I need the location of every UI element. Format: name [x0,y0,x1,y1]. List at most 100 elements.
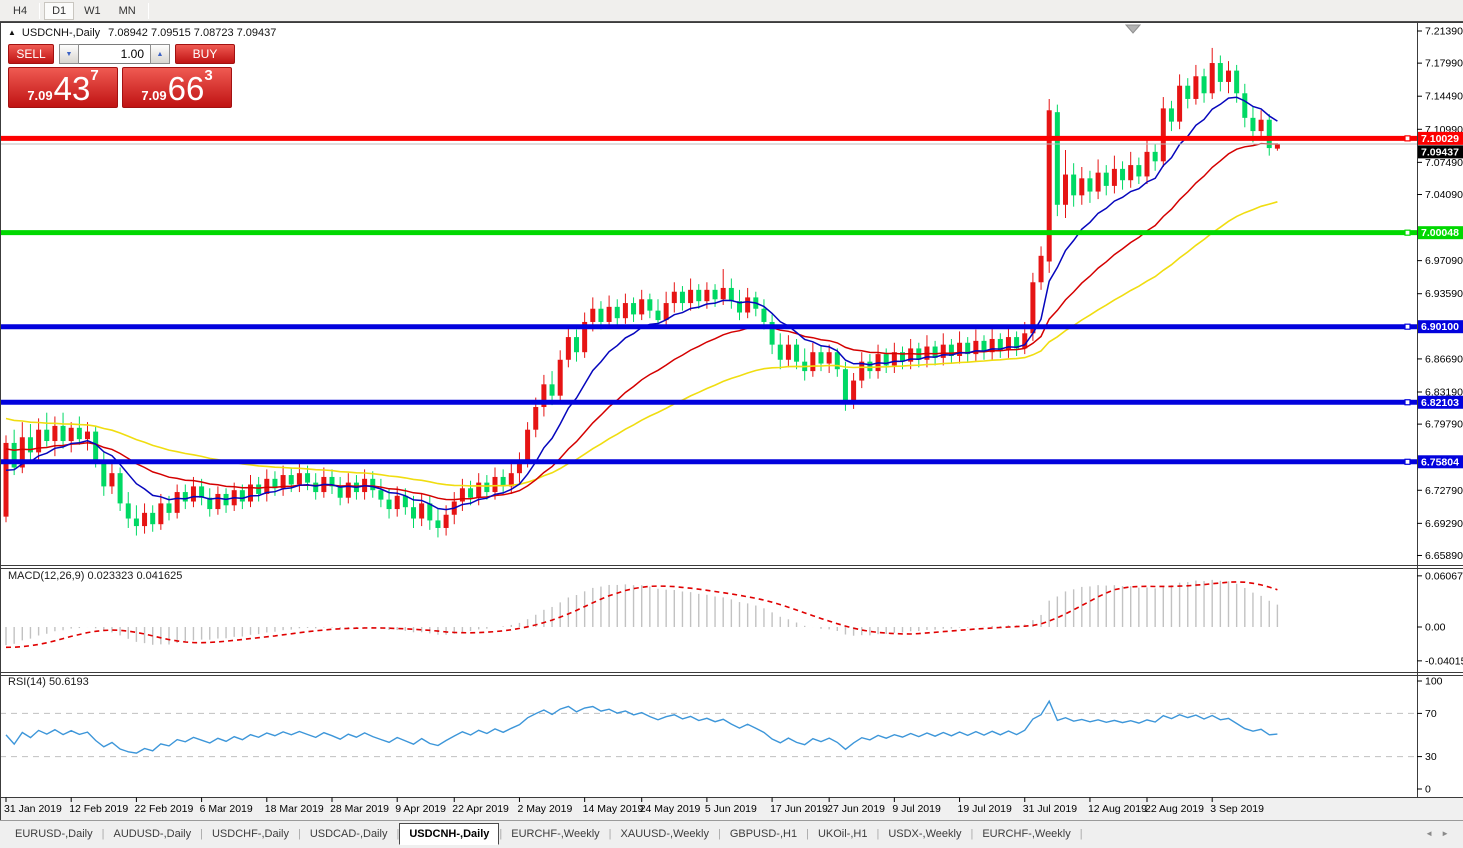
time-tick-label: 6 Mar 2019 [200,803,253,815]
price-badge-label: 7.09437 [1421,146,1459,158]
chart-tab-USDCNH-Daily[interactable]: USDCNH-,Daily [399,822,500,845]
rsi-line [5,699,1278,754]
price-tick-label: 7.14490 [1425,91,1463,103]
macd-tick-label: 0.060674 [1425,570,1463,582]
tab-separator: | [970,827,974,840]
price-badge [1418,455,1463,469]
collapse-arrow-icon[interactable]: ▲ [8,28,16,37]
price-tick-label: 7.21390 [1425,26,1463,38]
price-tick-label: 6.83190 [1425,386,1463,398]
buy-price-sup: 3 [204,67,213,84]
candles-layer [3,47,1280,538]
tab-separator: | [717,827,721,840]
timeframe-button-MN[interactable]: MN [118,4,136,17]
chart-symbol-label: USDCNH-,Daily [21,27,101,39]
price-tick-label: 6.86690 [1425,353,1463,365]
chart-title: ▲ USDCNH-,Daily 7.08942 7.09515 7.08723 7.… [8,27,276,39]
timeframe-toolbar: H4 D1 W1 MN [0,0,1463,22]
volume-decrease-icon[interactable]: ▼ [59,44,79,64]
buy-price-prefix: 7.09 [141,88,167,103]
rsi-value: 50.6193 [48,676,89,688]
price-badge [1418,395,1463,409]
time-tick-label: 14 May 2019 [583,803,644,815]
price-tick-label: 6.93590 [1425,288,1463,300]
volume-increase-icon[interactable]: ▲ [150,44,170,64]
tab-separator: | [1079,827,1083,840]
buy-button[interactable]: BUY [175,44,235,64]
line-handle[interactable] [1404,399,1411,406]
price-badge [1418,145,1463,159]
tab-separator: | [806,827,809,840]
chart-tab-EURCHF-Weekly[interactable]: EURCHF-,Weekly [982,827,1071,840]
tab-separator: | [608,827,612,840]
price-badge-label: 7.10029 [1421,133,1459,145]
buy-price-big: 66 [167,70,205,107]
macd-layer [5,579,1279,649]
chart-canvas[interactable]: 7.213907.179907.144907.109907.074907.040… [0,22,1463,820]
macd-tick-label: -0.040152 [1425,655,1463,667]
chart-tab-bar: EURUSD-,Daily | AUDUSD-,Daily | USDCHF-,Dail… [0,820,1463,848]
macd-indicator-label: MACD(12,26,9) 0.023323 0.041625 [8,570,182,582]
chart-tab-EURUSD-Daily[interactable]: EURUSD-,Daily [15,827,93,840]
volume-input[interactable] [79,44,150,64]
price-badge-label: 7.00048 [1421,227,1459,239]
price-tick-label: 7.04090 [1425,189,1463,201]
sell-button[interactable]: SELL [8,44,54,64]
time-tick-label: 27 Jun 2019 [827,803,885,815]
tab-separator: | [499,827,503,840]
tab-scroll-left-icon[interactable]: ◄ [1425,829,1434,838]
time-tick-label: 5 Jun 2019 [705,803,757,815]
chart-tab-USDCHF-Daily[interactable]: USDCHF-,Daily [211,827,289,840]
macd-name: MACD(12,26,9) [8,570,85,582]
line-handle[interactable] [1404,323,1411,330]
timeframe-button-H4[interactable]: H4 [13,4,28,17]
time-tick-label: 12 Aug 2019 [1088,803,1147,815]
macd-main-value: 0.023323 [87,570,134,582]
tab-separator: | [297,827,301,840]
time-tick-label: 22 Feb 2019 [134,803,193,815]
price-badge [1418,226,1463,240]
price-badge-label: 6.90100 [1421,321,1459,333]
time-tick-label: 9 Apr 2019 [395,803,446,815]
tab-separator: | [200,827,203,840]
price-tick-label: 6.79790 [1425,419,1463,431]
timeframe-button-W1[interactable]: W1 [84,4,101,17]
chart-tab-GBPUSD-H1[interactable]: GBPUSD-,H1 [729,827,798,840]
time-tick-label: 9 Jul 2019 [892,803,941,815]
sell-price-big: 43 [53,70,91,107]
chart-tab-XAUUSD-Weekly[interactable]: XAUUSD-,Weekly [620,827,709,840]
chevron-down-icon: ▼ [65,50,73,58]
line-handle[interactable] [1404,135,1411,142]
sell-price-sup: 7 [90,67,99,84]
chart-tab-EURCHF-Weekly[interactable]: EURCHF-,Weekly [511,827,600,840]
timeframe-button-D1[interactable]: D1 [44,1,75,20]
rsi-tick-label: 30 [1425,751,1437,763]
buy-price-button[interactable]: 7.09 66 3 [122,67,232,108]
price-tick-label: 6.69290 [1425,518,1463,530]
tab-scroll-right-icon[interactable]: ► [1441,829,1449,838]
price-badge-label: 6.75804 [1421,456,1459,468]
price-badge [1418,131,1463,145]
chart-shift-marker-icon[interactable] [1124,24,1142,34]
time-tick-label: 22 Apr 2019 [452,803,509,815]
time-tick-label: 22 Aug 2019 [1145,803,1204,815]
line-handle[interactable] [1404,458,1411,465]
chart-tab-AUDUSD-Daily[interactable]: AUDUSD-,Daily [113,827,192,840]
sell-price-button[interactable]: 7.09 43 7 [8,67,118,108]
chart-tab-USDCAD-Daily[interactable]: USDCAD-,Daily [309,827,388,840]
chart-tab-UKOil-H1[interactable]: UKOil-,H1 [817,827,868,840]
toolbar-separator [147,2,149,19]
price-badge [1418,320,1463,334]
time-tick-label: 31 Jul 2019 [1023,803,1077,815]
chart-tab-USDX-Weekly[interactable]: USDX-,Weekly [888,827,962,840]
line-handle[interactable] [1404,229,1411,236]
time-tick-label: 24 May 2019 [640,803,701,815]
time-tick-label: 28 Mar 2019 [330,803,389,815]
price-tick-label: 7.07490 [1425,157,1463,169]
rsi-tick-label: 0 [1425,784,1431,796]
price-tick-label: 6.97090 [1425,255,1463,267]
rsi-indicator-label: RSI(14) 50.6193 [8,676,89,688]
rsi-tick-label: 100 [1425,676,1443,688]
